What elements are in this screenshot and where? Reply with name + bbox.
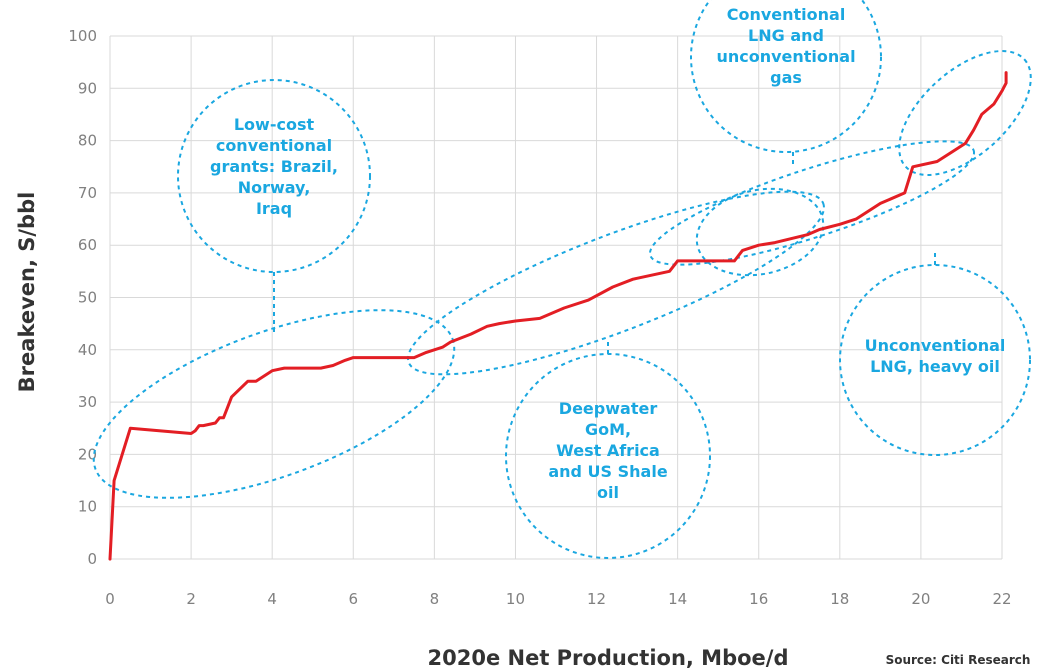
x-tick-label: 22	[992, 590, 1011, 608]
x-tick-label: 18	[830, 590, 849, 608]
y-tick-label: 20	[78, 445, 97, 463]
y-axis-title: Breakeven, S/bbl	[15, 192, 39, 393]
annotation-line: Deepwater	[559, 399, 658, 418]
annotation-label: Low-cost conventional grants: Brazil, Norwa…	[210, 115, 338, 218]
deepwater-callout-circle	[505, 353, 711, 559]
annotation-line: oil	[597, 483, 619, 502]
annotation-label: Conventional LNG and unconventional gas	[716, 5, 855, 87]
y-tick-label: 0	[87, 550, 97, 568]
x-tick-label: 6	[348, 590, 358, 608]
x-tick-label: 8	[430, 590, 440, 608]
source-note: Source: Citi Research	[886, 653, 1031, 667]
x-tick-label: 20	[911, 590, 930, 608]
annotation-label: Deepwater GoM, West Africa and US Shale oil	[548, 399, 667, 502]
lng-group-ellipse	[695, 187, 825, 277]
annotation-line: Unconventional	[865, 336, 1006, 355]
x-tick-label: 10	[506, 590, 525, 608]
y-tick-label: 80	[78, 132, 97, 150]
y-tick-label: 100	[68, 27, 97, 45]
annotation-line: LNG, heavy oil	[870, 357, 1000, 376]
cost-curve-line	[108, 71, 1008, 561]
deepwater-group-ellipse	[407, 190, 825, 376]
low-cost-group-ellipse	[92, 309, 456, 499]
annotation-line: grants: Brazil,	[210, 157, 338, 176]
y-tick-label: 50	[78, 289, 97, 307]
annotation-line: West Africa	[556, 441, 660, 460]
x-tick-label: 4	[267, 590, 277, 608]
x-tick-labels: 0 2 4 6 8 10 12 14 16 18 20 22	[105, 590, 1011, 608]
x-tick-label: 2	[186, 590, 196, 608]
annotation-line: LNG and	[748, 26, 824, 45]
annotation-line: and US Shale	[548, 462, 667, 481]
annotation-line: unconventional	[716, 47, 855, 66]
annotation-label: Unconventional LNG, heavy oil	[865, 336, 1006, 376]
high-cost-group-ellipse	[898, 50, 1032, 176]
y-tick-label: 60	[78, 236, 97, 254]
x-axis-title: 2020e Net Production, Mboe/d	[428, 646, 789, 670]
x-tick-label: 12	[587, 590, 606, 608]
annotation-line: Conventional	[727, 5, 846, 24]
low-cost-callout-circle	[177, 79, 371, 273]
grid	[109, 35, 1003, 560]
y-tick-label: 30	[78, 393, 97, 411]
unconventional-callout-circle	[839, 264, 1031, 456]
x-tick-label: 14	[668, 590, 687, 608]
annotation-line: Norway,	[238, 178, 311, 197]
y-tick-label: 70	[78, 184, 97, 202]
x-tick-label: 16	[749, 590, 768, 608]
annotation-line: gas	[770, 68, 802, 87]
annotation-line: conventional	[216, 136, 332, 155]
annotation-shapes	[92, 0, 1032, 559]
y-tick-label: 10	[78, 498, 97, 516]
x-tick-label: 0	[105, 590, 115, 608]
y-tick-labels: 0 10 20 30 40 50 60 70 80 90 100	[68, 27, 97, 568]
series-layer	[108, 71, 1008, 561]
annotation-labels: Low-cost conventional grants: Brazil, Norwa…	[210, 5, 1005, 502]
annotation-line: Iraq	[256, 199, 292, 218]
annotation-line: GoM,	[585, 420, 631, 439]
y-tick-label: 90	[78, 79, 97, 97]
annotation-line: Low-cost	[234, 115, 315, 134]
lng-callout-circle	[690, 0, 882, 153]
y-tick-label: 40	[78, 341, 97, 359]
unconventional-group-ellipse	[648, 140, 976, 266]
